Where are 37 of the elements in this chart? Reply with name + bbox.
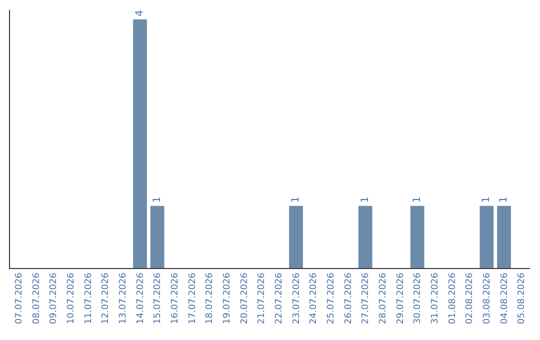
x-tick-label: 31.07.2026 [430,272,441,324]
x-tick-label: 12.07.2026 [101,272,112,324]
x-tick-label: 07.07.2026 [14,272,25,324]
x-tick-label: 30.07.2026 [413,272,424,324]
x-tick-label: 03.08.2026 [482,272,493,324]
x-tick-label: 11.07.2026 [84,272,94,324]
data-label: 1 [290,196,302,203]
x-tick-label: 10.07.2026 [66,272,77,324]
x-tick-label: 22.07.2026 [274,272,285,324]
x-tick-label: 28.07.2026 [378,272,389,324]
data-label: 4 [134,10,146,16]
x-tick-label: 29.07.2026 [396,272,406,324]
data-label: 1 [412,196,423,203]
x-tick-label: 04.08.2026 [500,272,510,324]
x-tick-label: 09.07.2026 [49,272,60,324]
x-tick-label: 15.07.2026 [153,272,164,324]
x-tick-label: 23.07.2026 [292,272,302,324]
x-tick-label: 21.07.2026 [257,272,268,324]
data-label: 1 [481,196,492,203]
data-label: 1 [152,196,163,203]
x-tick-label: 18.07.2026 [205,272,216,324]
x-tick-label: 19.07.2026 [222,272,233,324]
x-tick-label: 24.07.2026 [309,272,320,324]
data-label: 1 [498,196,510,203]
x-tick-label: 20.07.2026 [240,272,250,324]
x-tick-label: 14.07.2026 [136,272,146,324]
x-tick-label: 13.07.2026 [118,272,129,324]
x-tick-label: 05.08.2026 [517,272,528,324]
x-tick-label: 08.07.2026 [32,272,42,324]
x-tick-label: 16.07.2026 [170,272,181,324]
x-tick-label: 27.07.2026 [361,272,372,324]
x-tick-label: 01.08.2026 [448,272,458,324]
x-tick-label: 26.07.2026 [344,272,354,324]
x-tick-label: 25.07.2026 [326,272,337,324]
x-tick-label: 17.07.2026 [188,272,198,324]
data-label: 1 [360,196,371,203]
x-tick-label: 02.08.2026 [465,272,476,324]
